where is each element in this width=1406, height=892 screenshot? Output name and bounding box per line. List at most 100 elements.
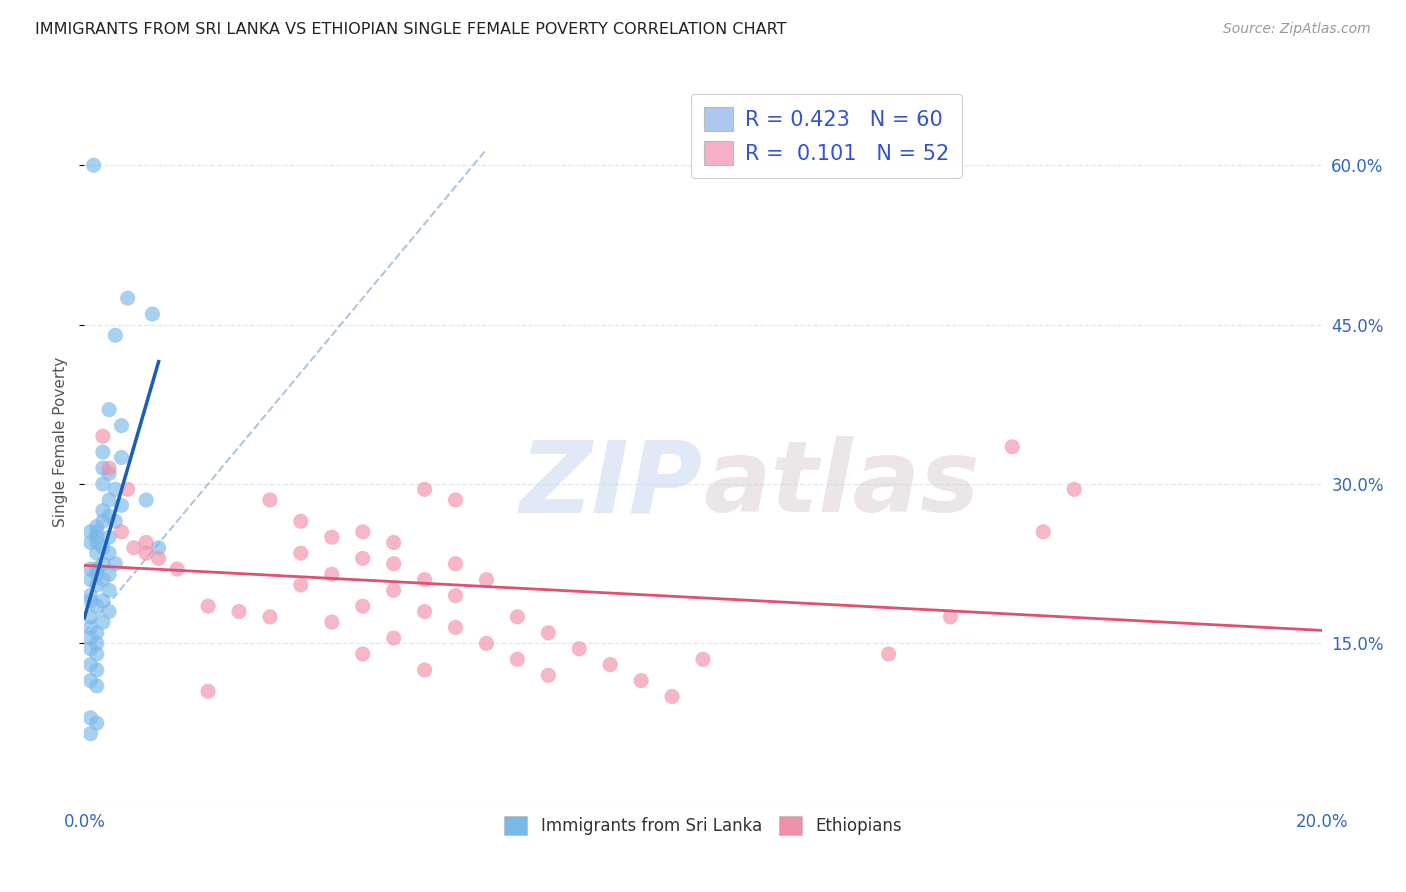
Point <box>141 307 163 321</box>
Point <box>98 493 121 508</box>
Point <box>91 477 114 491</box>
Text: IMMIGRANTS FROM SRI LANKA VS ETHIOPIAN SINGLE FEMALE POVERTY CORRELATION CHART: IMMIGRANTS FROM SRI LANKA VS ETHIOPIAN S… <box>35 22 786 37</box>
Point <box>506 652 529 666</box>
Point <box>98 402 121 417</box>
Point <box>104 514 127 528</box>
Point <box>877 647 900 661</box>
Point <box>630 673 652 688</box>
Point <box>413 483 436 497</box>
Point <box>382 557 405 571</box>
Point <box>98 530 121 544</box>
Text: atlas: atlas <box>703 436 980 533</box>
Point <box>135 493 157 508</box>
Point <box>166 562 188 576</box>
Point <box>352 647 374 661</box>
Point <box>444 557 467 571</box>
Point <box>79 620 101 634</box>
Point <box>91 461 114 475</box>
Point <box>259 610 281 624</box>
Point <box>91 557 114 571</box>
Point <box>197 599 219 614</box>
Point <box>321 615 343 630</box>
Point <box>568 641 591 656</box>
Point <box>86 524 108 539</box>
Point <box>506 610 529 624</box>
Point <box>110 524 132 539</box>
Point <box>352 599 374 614</box>
Y-axis label: Single Female Poverty: Single Female Poverty <box>53 357 69 526</box>
Point <box>86 546 108 560</box>
Point <box>197 684 219 698</box>
Point <box>86 647 108 661</box>
Point <box>110 450 132 465</box>
Point <box>290 578 312 592</box>
Point <box>599 657 621 672</box>
Text: Source: ZipAtlas.com: Source: ZipAtlas.com <box>1223 22 1371 37</box>
Point <box>86 567 108 582</box>
Point <box>79 589 101 603</box>
Point <box>86 535 108 549</box>
Point <box>259 493 281 508</box>
Point <box>444 620 467 634</box>
Point <box>1001 440 1024 454</box>
Point <box>135 546 157 560</box>
Point <box>98 583 121 598</box>
Point <box>382 583 405 598</box>
Point <box>98 508 121 523</box>
Legend: Immigrants from Sri Lanka, Ethiopians: Immigrants from Sri Lanka, Ethiopians <box>498 809 908 841</box>
Point <box>79 727 101 741</box>
Point <box>98 567 121 582</box>
Point <box>110 498 132 512</box>
Point <box>117 291 139 305</box>
Point <box>91 615 114 630</box>
Point <box>104 557 127 571</box>
Point <box>117 483 139 497</box>
Point <box>79 711 101 725</box>
Point <box>86 663 108 677</box>
Point <box>91 514 114 528</box>
Point <box>148 551 170 566</box>
Point <box>413 573 436 587</box>
Point <box>661 690 683 704</box>
Point <box>537 625 560 640</box>
Point <box>86 679 108 693</box>
Point <box>475 636 498 650</box>
Point <box>86 599 108 614</box>
Point <box>79 610 101 624</box>
Point <box>104 328 127 343</box>
Point <box>475 573 498 587</box>
Point <box>86 636 108 650</box>
Point <box>91 573 114 587</box>
Point <box>98 467 121 481</box>
Point <box>79 673 101 688</box>
Point <box>352 524 374 539</box>
Point <box>382 535 405 549</box>
Point <box>79 562 101 576</box>
Point <box>86 578 108 592</box>
Point <box>444 589 467 603</box>
Point <box>939 610 962 624</box>
Point <box>86 519 108 533</box>
Point <box>91 429 114 443</box>
Point <box>413 663 436 677</box>
Point <box>79 631 101 645</box>
Point <box>135 535 157 549</box>
Point <box>321 530 343 544</box>
Point <box>86 716 108 731</box>
Point <box>79 524 101 539</box>
Point <box>91 541 114 555</box>
Point <box>79 573 101 587</box>
Point <box>91 594 114 608</box>
Point <box>537 668 560 682</box>
Point <box>413 605 436 619</box>
Point <box>321 567 343 582</box>
Text: ZIP: ZIP <box>520 436 703 533</box>
Point <box>86 625 108 640</box>
Point <box>290 514 312 528</box>
Point <box>104 483 127 497</box>
Point <box>79 594 101 608</box>
Point <box>91 445 114 459</box>
Point <box>228 605 250 619</box>
Point <box>83 158 105 172</box>
Point <box>79 535 101 549</box>
